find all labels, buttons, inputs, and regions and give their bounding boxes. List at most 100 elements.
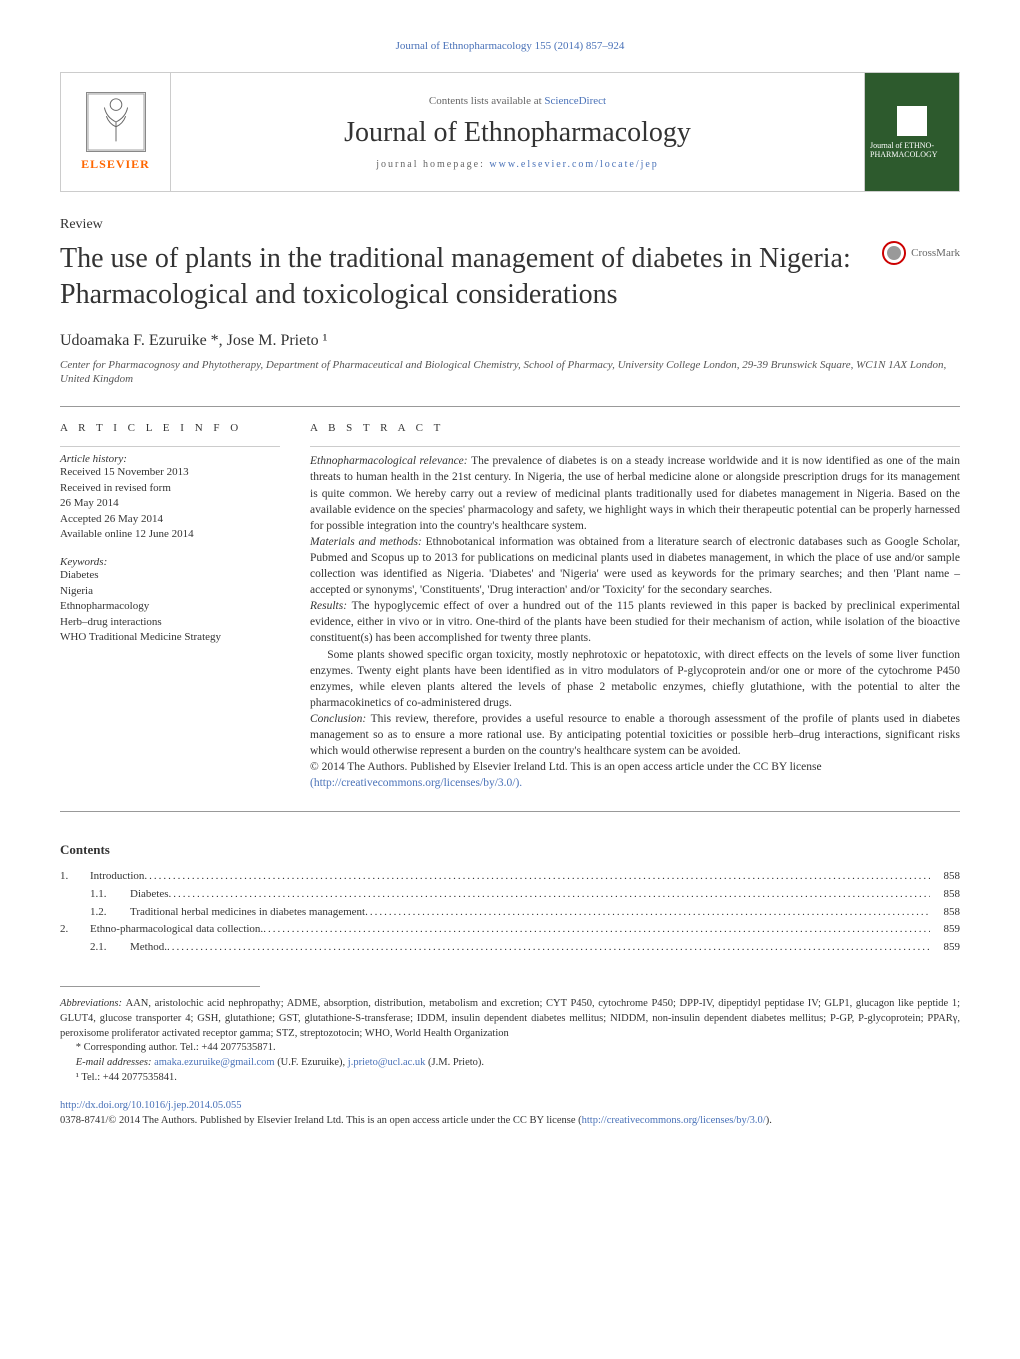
email-1[interactable]: amaka.ezuruike@gmail.com (154, 1057, 274, 1068)
toc-row[interactable]: 2.1.Method. 859 (60, 939, 960, 957)
toc-page: 859 (930, 939, 960, 957)
corresponding-author: * Corresponding author. Tel.: +44 207753… (60, 1041, 960, 1056)
abstract-p4: Some plants showed specific organ toxici… (310, 647, 960, 711)
history-line: Received 15 November 2013 (60, 465, 280, 480)
journal-title: Journal of Ethnopharmacology (344, 117, 691, 149)
abstract-p1: Ethnopharmacological relevance: The prev… (310, 453, 960, 533)
abstract-heading: A B S T R A C T (310, 422, 960, 434)
abstract-divider (310, 446, 960, 447)
header-center: Contents lists available at ScienceDirec… (171, 73, 864, 191)
toc-number: 1.1. (90, 886, 130, 904)
divider (60, 811, 960, 812)
publisher-logo[interactable]: ELSEVIER (61, 73, 171, 191)
keyword: Herb–drug interactions (60, 615, 280, 630)
toc-row[interactable]: 1.Introduction 858 (60, 868, 960, 886)
toc-text: Diabetes (130, 886, 168, 904)
issn-end: ). (766, 1115, 772, 1126)
toc-dots (144, 868, 930, 886)
info-divider (60, 446, 280, 447)
toc-row[interactable]: 1.2.Traditional herbal medicines in diab… (60, 904, 960, 922)
toc-dots (365, 904, 930, 922)
footnote-rule (60, 986, 260, 987)
toc-text: Traditional herbal medicines in diabetes… (130, 904, 365, 922)
toc-number: 1. (60, 868, 90, 886)
footnotes: Abbreviations: AAN, aristolochic acid ne… (60, 997, 960, 1127)
toc-dots (263, 921, 930, 939)
keywords-list: Diabetes Nigeria Ethnopharmacology Herb–… (60, 568, 280, 645)
abstract-copyright: © 2014 The Authors. Published by Elsevie… (310, 759, 960, 791)
cover-text: Journal of ETHNO-PHARMACOLOGY (870, 141, 954, 159)
title-row: The use of plants in the traditional man… (60, 241, 960, 314)
history-block: Received 15 November 2013 Received in re… (60, 465, 280, 542)
article-info-column: A R T I C L E I N F O Article history: R… (60, 422, 280, 791)
tel-line: ¹ Tel.: +44 2077535841. (60, 1071, 960, 1086)
issn-text: 0378-8741/© 2014 The Authors. Published … (60, 1115, 582, 1126)
toc-page: 858 (930, 868, 960, 886)
toc-dots (168, 886, 930, 904)
info-abstract-row: A R T I C L E I N F O Article history: R… (60, 422, 960, 791)
journal-homepage-line: journal homepage: www.elsevier.com/locat… (376, 159, 659, 170)
toc-number: 1.2. (90, 904, 130, 922)
email-2[interactable]: j.prieto@ucl.ac.uk (348, 1057, 426, 1068)
journal-header-box: ELSEVIER Contents lists available at Sci… (60, 72, 960, 192)
p5-text: This review, therefore, provides a usefu… (310, 713, 960, 757)
issn-line: 0378-8741/© 2014 The Authors. Published … (60, 1114, 960, 1128)
elsevier-tree-icon (86, 92, 146, 152)
toc-row[interactable]: 2.Ethno-pharmacological data collection.… (60, 921, 960, 939)
authors-line: Udoamaka F. Ezuruike *, Jose M. Prieto ¹ (60, 332, 960, 350)
keyword: Ethnopharmacology (60, 599, 280, 614)
article-type: Review (60, 217, 960, 233)
page-container: Journal of Ethnopharmacology 155 (2014) … (0, 0, 1020, 1158)
keyword: WHO Traditional Medicine Strategy (60, 630, 280, 645)
toc-text: Ethno-pharmacological data collection. (90, 921, 263, 939)
crossmark-badge[interactable]: CrossMark (882, 241, 960, 265)
history-line: Accepted 26 May 2014 (60, 512, 280, 527)
contents-heading: Contents (60, 842, 960, 858)
email-line: E-mail addresses: amaka.ezuruike@gmail.c… (60, 1056, 960, 1071)
p5-label: Conclusion: (310, 713, 371, 725)
toc-number: 2. (60, 921, 90, 939)
abstract-p2: Materials and methods: Ethnobotanical in… (310, 534, 960, 598)
keyword: Nigeria (60, 584, 280, 599)
p2-label: Materials and methods: (310, 536, 426, 548)
affiliation: Center for Pharmacognosy and Phytotherap… (60, 358, 960, 387)
abstract-p5: Conclusion: This review, therefore, prov… (310, 711, 960, 759)
contents-prefix: Contents lists available at (429, 95, 544, 107)
divider (60, 406, 960, 407)
history-head: Article history: (60, 453, 280, 465)
issn-license-link[interactable]: http://creativecommons.org/licenses/by/3… (582, 1115, 766, 1126)
header-citation[interactable]: Journal of Ethnopharmacology 155 (2014) … (60, 40, 960, 52)
email-2-who: (J.M. Prieto). (425, 1057, 484, 1068)
abstract-column: A B S T R A C T Ethnopharmacological rel… (310, 422, 960, 791)
toc-text: Method. (130, 939, 167, 957)
sciencedirect-link[interactable]: ScienceDirect (544, 95, 606, 107)
toc-row[interactable]: 1.1.Diabetes 858 (60, 886, 960, 904)
copyright-text: © 2014 The Authors. Published by Elsevie… (310, 761, 822, 773)
history-line: 26 May 2014 (60, 496, 280, 511)
homepage-link[interactable]: www.elsevier.com/locate/jep (489, 159, 658, 170)
toc-page: 858 (930, 886, 960, 904)
crossmark-icon (882, 241, 906, 265)
keywords-head: Keywords: (60, 556, 280, 568)
publisher-name: ELSEVIER (81, 157, 150, 172)
abstract-p3: Results: The hypoglycemic effect of over… (310, 598, 960, 646)
email-1-who: (U.F. Ezuruike), (275, 1057, 348, 1068)
homepage-prefix: journal homepage: (376, 159, 489, 170)
contents-section: Contents 1.Introduction 8581.1.Diabetes … (60, 842, 960, 956)
p3-label: Results: (310, 600, 352, 612)
journal-cover-thumb[interactable]: Journal of ETHNO-PHARMACOLOGY (864, 73, 959, 191)
article-info-heading: A R T I C L E I N F O (60, 422, 280, 434)
email-label: E-mail addresses: (76, 1057, 154, 1068)
toc-dots (167, 939, 930, 957)
doi-line: http://dx.doi.org/10.1016/j.jep.2014.05.… (60, 1099, 960, 1114)
abbreviations-line: Abbreviations: AAN, aristolochic acid ne… (60, 997, 960, 1041)
doi-link[interactable]: http://dx.doi.org/10.1016/j.jep.2014.05.… (60, 1100, 242, 1111)
abbrev-label: Abbreviations: (60, 998, 126, 1009)
cover-icon (897, 106, 927, 136)
p4-text: Some plants showed specific organ toxici… (310, 649, 960, 709)
license-link[interactable]: (http://creativecommons.org/licenses/by/… (310, 777, 522, 789)
keyword: Diabetes (60, 568, 280, 583)
table-of-contents: 1.Introduction 8581.1.Diabetes 8581.2.Tr… (60, 868, 960, 956)
toc-number: 2.1. (90, 939, 130, 957)
history-line: Received in revised form (60, 481, 280, 496)
